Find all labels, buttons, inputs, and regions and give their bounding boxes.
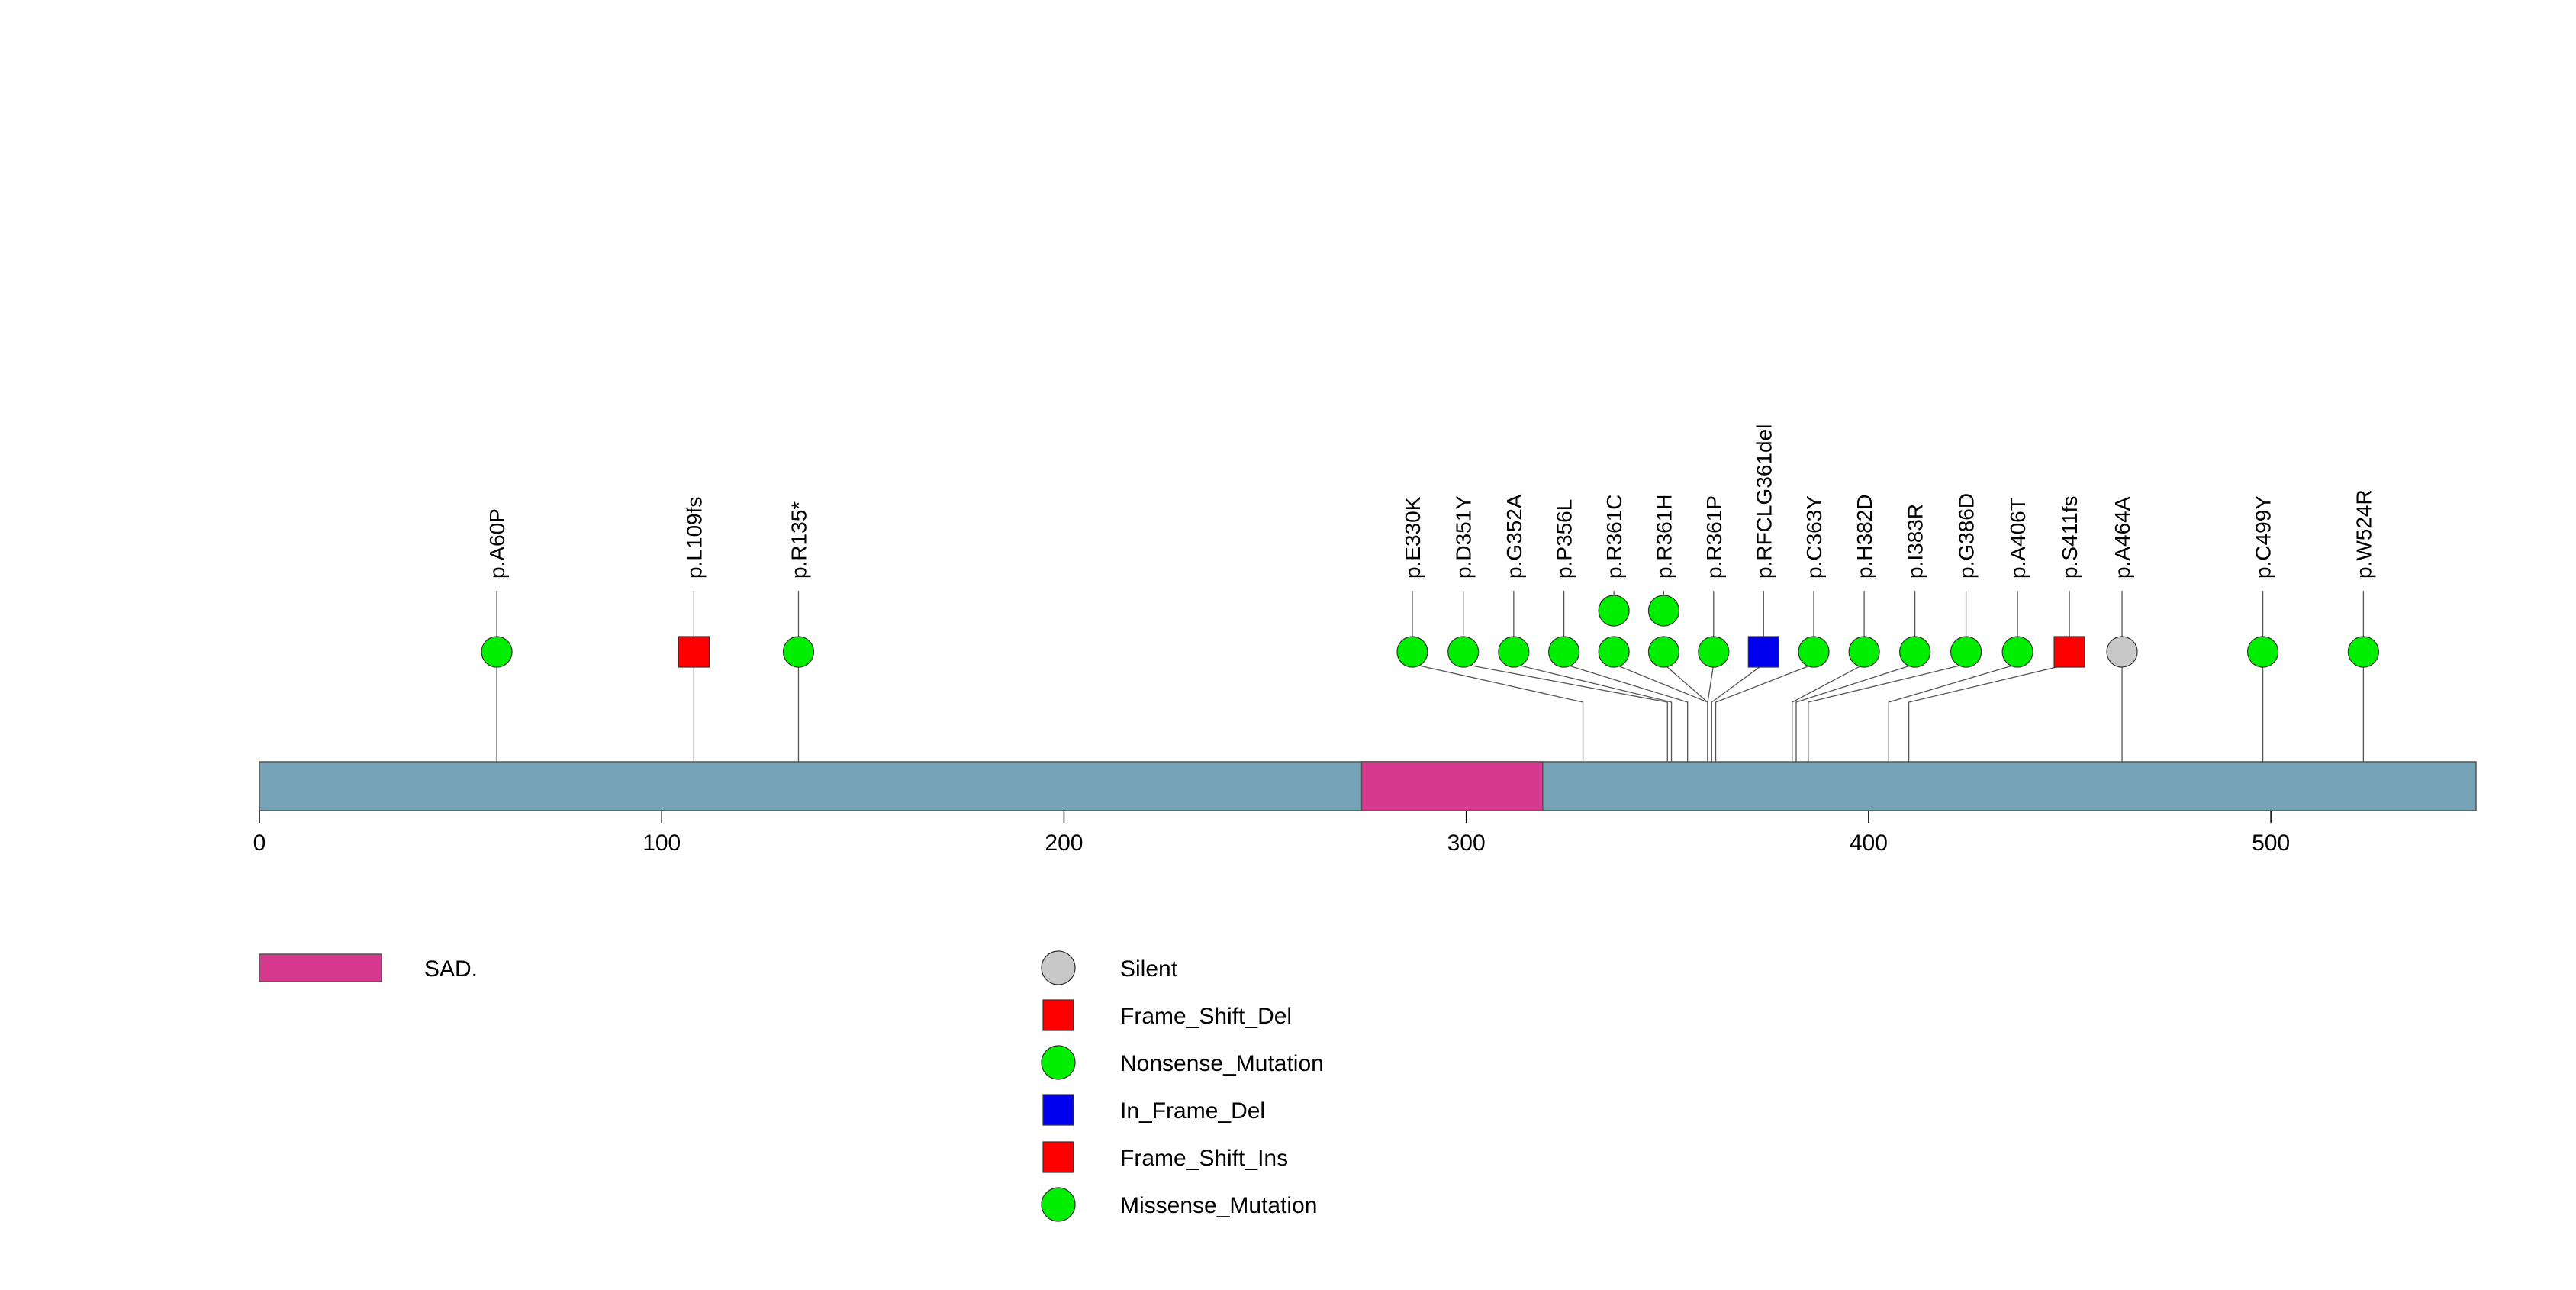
x-tick-label: 400 [1850,830,1888,856]
mutation-marker [1848,636,1880,668]
mutation-marker [1647,595,1680,627]
mutation-marker [1396,636,1428,668]
mutation-label: p.G386D [1955,493,1979,579]
legend-domain-swatch [259,953,382,982]
mutation-marker [1798,636,1830,668]
mutation-marker [2053,636,2085,668]
mutation-stem [1663,652,1708,762]
mutation-label: p.RFCLG361del [1752,424,1776,579]
mutation-label: p.C363Y [1802,495,1826,579]
mutation-marker [1899,636,1931,668]
mutation-label: p.R361H [1652,494,1676,579]
mutation-marker [678,636,710,668]
mutation-stem [1613,652,1708,762]
mutation-label: p.R361P [1702,495,1726,579]
mutation-marker [1647,636,1680,668]
mutation-label: p.L109fs [682,497,706,579]
mutation-label: p.G352A [1502,494,1526,579]
mutation-stem [1808,652,1967,762]
mutation-marker [1447,636,1480,668]
legend: SAD. Silent Frame_Shift_Del Nonsense_Mutati… [259,950,1324,1222]
domain-sad [1360,761,1544,811]
mutation-label: p.I383R [1904,504,1927,579]
legend-mutation-label: In_Frame_Del [1120,1098,1265,1124]
mutation-stem [1463,652,1668,762]
x-tick-label: 200 [1045,830,1083,856]
x-axis: 0 100 200 300 400 500 [253,810,2290,856]
legend-mutation-label: Nonsense_Mutation [1120,1051,1324,1076]
mutation-marker [1747,636,1779,668]
x-tick-label: 300 [1447,830,1486,856]
mutation-label: p.C499Y [2252,495,2275,579]
mutation-stem [1715,652,1814,762]
legend-mutation-label: Missense_Mutation [1120,1193,1317,1218]
legend-marker [1042,999,1074,1031]
mutation-markers [481,595,2379,668]
mutation-stem [1908,652,2070,762]
x-tick-label: 100 [642,830,681,856]
mutation-label: p.R361C [1602,494,1626,579]
mutation-marker [782,636,815,668]
legend-marker [1041,1187,1076,1222]
mutation-marker [1498,636,1530,668]
legend-mutation-label: Silent [1120,956,1178,982]
mutation-label: p.R135* [787,501,810,579]
mutation-stem [1711,652,1764,762]
mutation-stem [1412,652,1584,762]
mutation-label: p.E330K [1401,496,1425,579]
legend-marker [1042,1141,1074,1173]
legend-mutation-label: Frame_Shift_Del [1120,1004,1292,1029]
mutation-label: p.H382D [1853,494,1876,579]
mutation-marker [1548,636,1580,668]
mutation-stem [1707,652,1715,762]
legend-domain-label: SAD. [424,956,478,982]
mutation-marker [481,636,513,668]
mutation-label: p.D351Y [1452,495,1476,579]
mutation-stem [1888,652,2018,762]
legend-marker [1042,1094,1074,1126]
mutation-label: p.A464A [2111,496,2134,579]
mutation-label: p.A406T [2006,498,2030,579]
mutation-label: p.W524R [2352,489,2375,579]
mutation-labels: p.A60P p.L109fs p.R135* p.E330K p.D351Y p.G35… [485,424,2375,579]
mutation-label: p.P356L [1553,499,1576,579]
x-tick-label: 500 [2252,830,2290,856]
mutation-stems [496,591,2365,762]
legend-marker [1041,950,1076,985]
mutation-marker [2001,636,2033,668]
mutation-marker [1698,636,1730,668]
legend-mutation-label: Frame_Shift_Ins [1120,1146,1288,1171]
mutation-label: p.A60P [485,508,509,579]
mutation-marker [1598,595,1630,627]
mutation-marker [1950,636,1982,668]
mutation-marker [2106,636,2138,668]
mutation-marker [2347,636,2379,668]
mutation-stem [1513,652,1673,762]
mutation-marker [2246,636,2279,668]
mutation-label: p.S411fs [2058,496,2082,579]
mutation-marker [1598,636,1630,668]
protein-backbone-group [259,761,2477,811]
legend-marker [1041,1045,1076,1080]
x-tick-label: 0 [253,830,266,856]
